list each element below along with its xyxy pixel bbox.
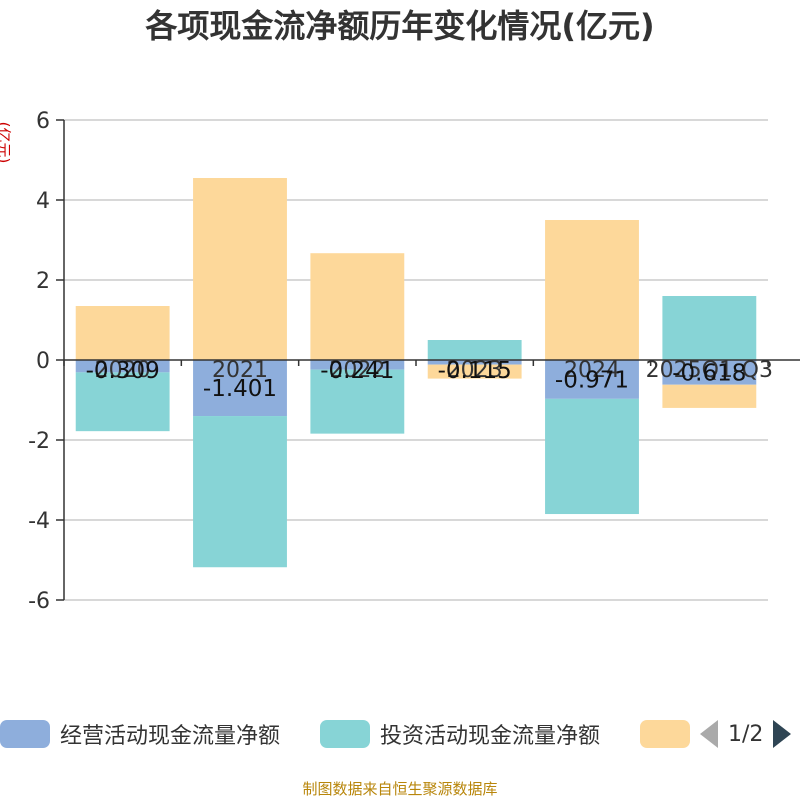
legend-label-operating: 经营活动现金流量净额 (60, 724, 281, 749)
y-tick-label: 0 (36, 349, 50, 374)
legend-swatch-operating (0, 720, 50, 748)
bar (193, 360, 287, 417)
bar (75, 306, 170, 360)
legend: 经营活动现金流量净额 投资活动现金流量净额 1/2 (0, 712, 800, 756)
x-tick-label: 2023 (447, 358, 503, 383)
bar (662, 296, 757, 360)
data-label: -0.618 (672, 360, 746, 386)
x-tick-label: 2024 (564, 358, 620, 383)
legend-next-page-icon[interactable] (773, 720, 792, 748)
source-note: 制图数据来自恒生聚源数据库 (302, 780, 498, 798)
x-tick-label: 2022 (329, 358, 385, 383)
y-axis-unit-label: (亿元) (0, 121, 13, 164)
x-tick-label: 2020 (95, 358, 151, 383)
legend-item-financing[interactable] (640, 716, 700, 752)
data-label: -0.115 (438, 358, 512, 384)
y-tick-label: 6 (36, 109, 50, 134)
chart-title: 各项现金流净额历年变化情况(亿元) (145, 7, 655, 45)
y-tick-label: 4 (36, 189, 50, 214)
grid-lines (64, 119, 768, 601)
bar (193, 178, 287, 360)
legend-item-operating[interactable]: 经营活动现金流量净额 (0, 716, 280, 752)
data-label: -1.401 (203, 376, 277, 402)
y-tick-label: -6 (28, 589, 50, 614)
bar (545, 220, 639, 360)
bar (662, 360, 757, 385)
x-tick-label: 2021 (212, 358, 268, 383)
bar (193, 416, 287, 568)
legend-page-indicator: 1/2 (728, 721, 764, 747)
bar (427, 364, 522, 379)
bar (310, 253, 405, 360)
legend-pager: 1/2 (700, 716, 792, 752)
data-label: -0.971 (555, 367, 629, 393)
x-tick-label: 2025Q1-Q3 (646, 358, 773, 383)
y-tick-label: -4 (28, 509, 50, 534)
bar (310, 369, 405, 434)
bar (75, 360, 170, 373)
legend-prev-page-icon[interactable] (700, 720, 718, 748)
bar (75, 372, 170, 432)
legend-label-investing: 投资活动现金流量净额 (380, 724, 601, 749)
data-label: -0.309 (86, 358, 160, 384)
y-tick-label: 2 (36, 269, 50, 294)
legend-swatch-investing (320, 720, 370, 748)
legend-item-investing[interactable]: 投资活动现金流量净额 (320, 716, 600, 752)
bar (310, 360, 405, 370)
bar (545, 360, 639, 399)
bar (662, 384, 757, 408)
bar (545, 398, 639, 515)
legend-swatch-financing (640, 720, 690, 748)
bar-group (75, 178, 757, 568)
axes: -6 -4 -2 0 2 4 6 2020 2021 2022 2023 2024 2025Q1-Q3 (28, 109, 800, 614)
data-label: -0.241 (320, 358, 394, 384)
bar (427, 340, 522, 360)
bar (427, 360, 522, 365)
data-labels: -0.309 -1.401 -0.241 -0.115 -0.971 -0.618 (86, 358, 747, 402)
y-tick-label: -2 (28, 429, 50, 454)
